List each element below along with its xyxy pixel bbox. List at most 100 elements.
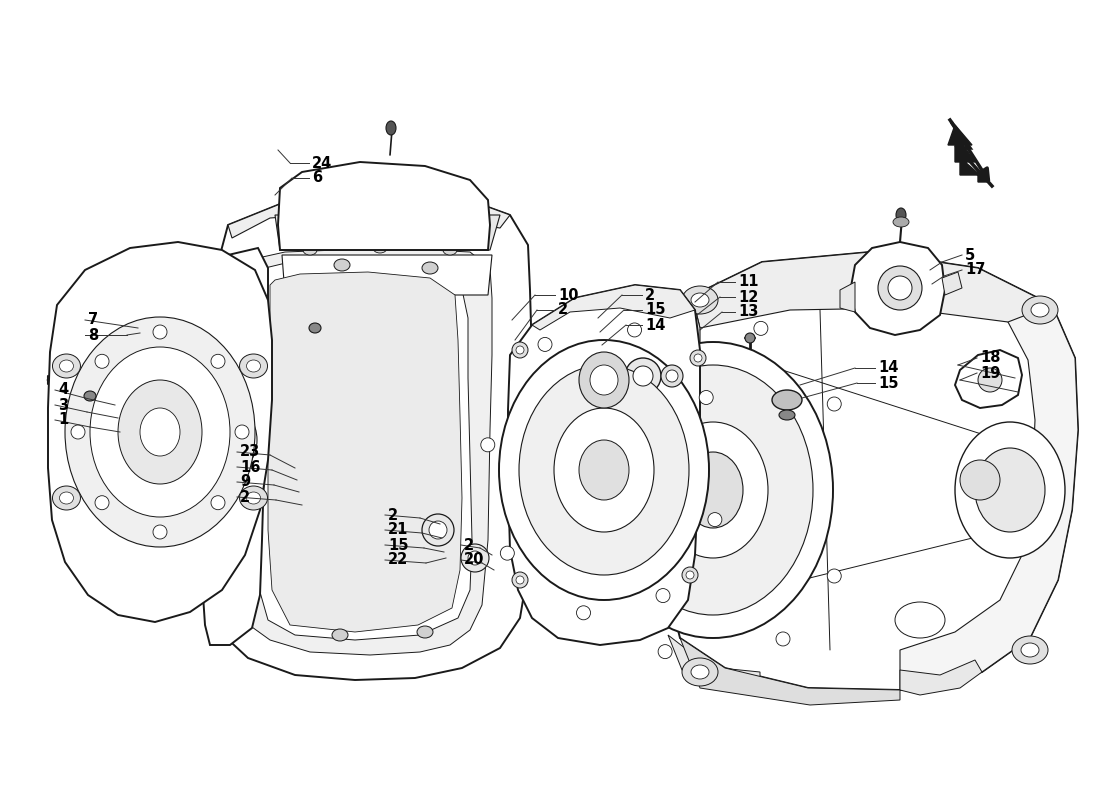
Polygon shape xyxy=(228,248,492,655)
Ellipse shape xyxy=(636,334,650,348)
Ellipse shape xyxy=(84,391,96,401)
Ellipse shape xyxy=(500,546,515,560)
Ellipse shape xyxy=(140,408,180,456)
Ellipse shape xyxy=(656,589,670,602)
Text: 21: 21 xyxy=(388,522,408,538)
Ellipse shape xyxy=(593,342,833,638)
Ellipse shape xyxy=(682,658,718,686)
Ellipse shape xyxy=(686,571,694,579)
Ellipse shape xyxy=(59,492,74,504)
Ellipse shape xyxy=(627,323,641,337)
Text: 2: 2 xyxy=(240,490,250,505)
Ellipse shape xyxy=(878,266,922,310)
Ellipse shape xyxy=(896,208,906,222)
Text: 14: 14 xyxy=(878,361,899,375)
Ellipse shape xyxy=(579,440,629,500)
Polygon shape xyxy=(900,660,982,695)
Ellipse shape xyxy=(658,422,768,558)
Polygon shape xyxy=(205,188,532,680)
Ellipse shape xyxy=(893,217,909,227)
Text: 12: 12 xyxy=(738,290,758,305)
Text: 15: 15 xyxy=(878,375,899,390)
Polygon shape xyxy=(692,252,1052,328)
Polygon shape xyxy=(666,296,700,620)
Ellipse shape xyxy=(519,365,689,575)
Ellipse shape xyxy=(211,354,226,368)
Text: 7: 7 xyxy=(88,313,98,327)
Ellipse shape xyxy=(694,354,702,362)
Polygon shape xyxy=(48,242,272,622)
Ellipse shape xyxy=(443,245,456,255)
Ellipse shape xyxy=(1022,296,1058,324)
Ellipse shape xyxy=(386,121,396,135)
Polygon shape xyxy=(948,125,988,182)
Ellipse shape xyxy=(779,410,795,420)
Ellipse shape xyxy=(499,340,710,600)
Ellipse shape xyxy=(461,544,490,572)
Ellipse shape xyxy=(516,576,524,584)
Polygon shape xyxy=(268,272,462,632)
Ellipse shape xyxy=(658,645,672,658)
Ellipse shape xyxy=(613,365,813,615)
Ellipse shape xyxy=(895,602,945,638)
Ellipse shape xyxy=(72,425,85,439)
Ellipse shape xyxy=(590,365,618,395)
Text: 22: 22 xyxy=(388,553,408,567)
Text: 10: 10 xyxy=(558,287,579,302)
Ellipse shape xyxy=(373,243,387,253)
Ellipse shape xyxy=(217,421,248,459)
Text: 4: 4 xyxy=(58,382,68,398)
Polygon shape xyxy=(840,282,855,312)
Ellipse shape xyxy=(666,370,678,382)
Ellipse shape xyxy=(975,448,1045,532)
Ellipse shape xyxy=(625,358,661,394)
Ellipse shape xyxy=(576,606,591,620)
Ellipse shape xyxy=(240,354,267,378)
Ellipse shape xyxy=(422,514,454,546)
Text: 2: 2 xyxy=(388,507,398,522)
Text: 19: 19 xyxy=(980,366,1000,381)
Ellipse shape xyxy=(708,513,722,526)
Text: 11: 11 xyxy=(738,274,759,290)
Polygon shape xyxy=(942,272,962,295)
Polygon shape xyxy=(278,162,490,250)
Text: 20: 20 xyxy=(464,553,484,567)
Text: 15: 15 xyxy=(388,538,408,553)
Ellipse shape xyxy=(429,521,447,539)
Text: 9: 9 xyxy=(240,474,250,490)
Ellipse shape xyxy=(691,293,710,307)
Ellipse shape xyxy=(246,360,261,372)
Text: 23: 23 xyxy=(240,445,261,459)
Text: 2: 2 xyxy=(645,287,656,302)
Text: 18: 18 xyxy=(980,350,1001,366)
Ellipse shape xyxy=(334,259,350,271)
Ellipse shape xyxy=(955,422,1065,558)
Polygon shape xyxy=(282,255,492,295)
Ellipse shape xyxy=(302,245,317,255)
Ellipse shape xyxy=(827,569,842,583)
Ellipse shape xyxy=(240,486,267,510)
Ellipse shape xyxy=(682,286,718,314)
Ellipse shape xyxy=(579,352,629,408)
Ellipse shape xyxy=(1031,303,1049,317)
Ellipse shape xyxy=(153,325,167,339)
Ellipse shape xyxy=(978,368,1002,392)
Text: 15: 15 xyxy=(645,302,665,318)
Ellipse shape xyxy=(516,346,524,354)
Ellipse shape xyxy=(332,629,348,641)
Text: 8: 8 xyxy=(88,327,98,342)
Ellipse shape xyxy=(538,338,552,351)
Polygon shape xyxy=(850,242,945,335)
Text: 6: 6 xyxy=(312,170,322,186)
Ellipse shape xyxy=(118,380,202,484)
Text: 3: 3 xyxy=(58,398,68,413)
Ellipse shape xyxy=(207,408,257,472)
Ellipse shape xyxy=(661,365,683,387)
Ellipse shape xyxy=(53,486,80,510)
Ellipse shape xyxy=(690,350,706,366)
Ellipse shape xyxy=(95,354,109,368)
Ellipse shape xyxy=(745,333,755,343)
Ellipse shape xyxy=(59,360,74,372)
Text: 13: 13 xyxy=(738,305,758,319)
Ellipse shape xyxy=(90,347,230,517)
